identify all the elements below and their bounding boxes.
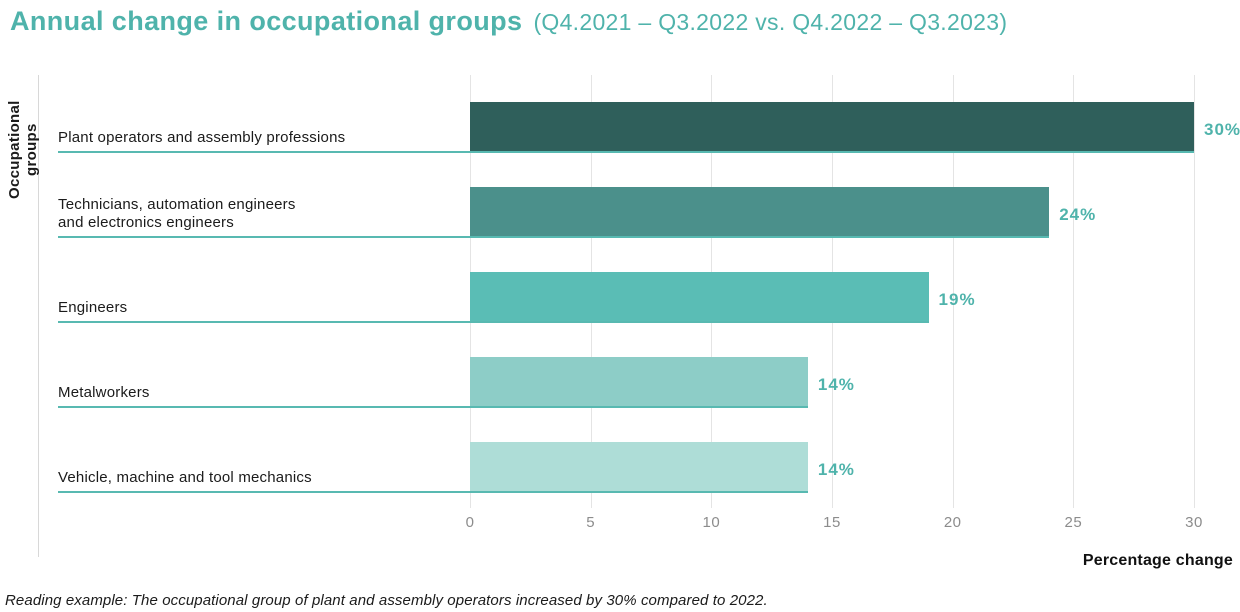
y-axis-line [38,75,39,557]
x-tick-label: 5 [586,514,596,531]
bar-underline [58,491,808,493]
value-label: 14% [817,375,855,394]
x-tick-label: 10 [702,514,721,531]
value-label: 30% [1204,120,1240,139]
gridline [1194,75,1195,508]
bar-underline [58,151,1194,153]
gridline [952,75,954,508]
reading-example: Reading example: The occupational group … [5,592,768,609]
bar [470,357,808,406]
category-label: Technicians, automation engineers and el… [58,196,296,231]
value-label: 14% [817,460,855,479]
category-label: Plant operators and assembly professions [58,128,346,146]
gridline [1073,75,1075,508]
bar-underline [58,236,1050,238]
chart-subtitle: (Q4.2021 – Q3.2022 vs. Q4.2022 – Q3.2023… [533,9,1008,35]
x-tick-label: 0 [465,514,475,531]
x-axis-title: Percentage change [1082,552,1233,569]
category-label: Metalworkers [58,383,150,401]
bar [470,187,1050,236]
x-tick-label: 20 [943,514,962,531]
category-label: Vehicle, machine and tool mechanics [58,468,312,486]
category-label: Engineers [58,298,128,316]
x-tick-label: 25 [1064,514,1083,531]
bar-underline [58,321,929,323]
x-tick-label: 30 [1185,514,1203,531]
value-label: 19% [938,290,976,309]
y-axis-title: Occupational groups [6,100,40,200]
chart-header: Annual change in occupational groups (Q4… [10,6,1007,37]
chart-title: Annual change in occupational groups [10,6,523,36]
x-tick-label: 15 [823,514,841,531]
value-label: 24% [1059,205,1097,224]
bar [470,442,808,491]
bar [470,102,1194,151]
bar-underline [58,406,808,408]
bar [470,272,929,321]
